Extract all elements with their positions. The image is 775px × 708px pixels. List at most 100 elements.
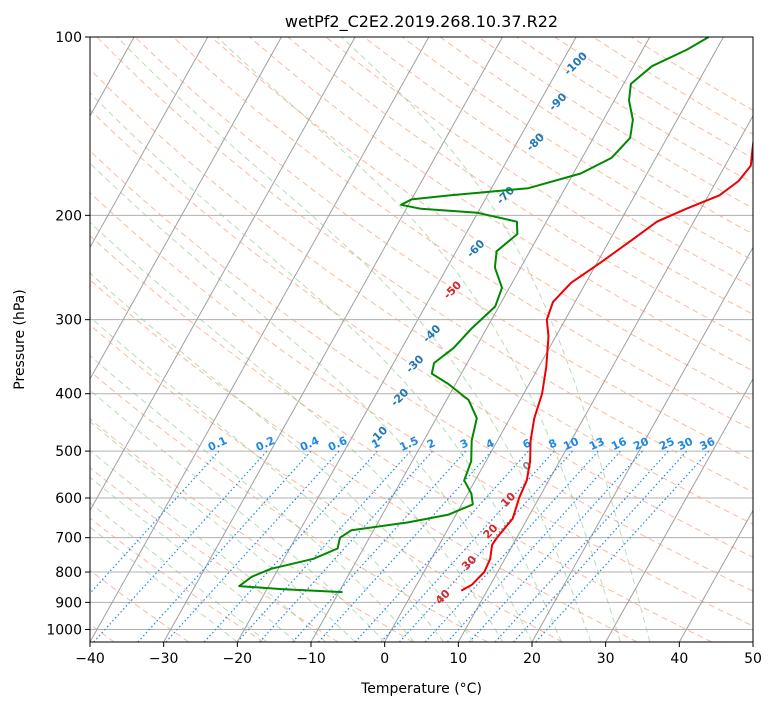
dry-adiabat-line bbox=[90, 192, 753, 627]
dry-adiabat-line bbox=[249, 37, 753, 372]
mixing-ratio-line bbox=[93, 450, 268, 642]
dry-adiabat-line bbox=[401, 37, 753, 261]
dry-adiabat-line bbox=[90, 467, 339, 642]
moist-adiabat-line bbox=[90, 162, 533, 642]
background-lines bbox=[0, 37, 753, 642]
moist-adiabat-line bbox=[90, 316, 444, 642]
mixing-ratio-label: 2 bbox=[425, 436, 437, 451]
moist-adiabat-label: 0 bbox=[520, 458, 535, 473]
mixing-ratio-line bbox=[203, 450, 378, 642]
dry-adiabat-line bbox=[90, 370, 488, 642]
x-tick-label: 0 bbox=[380, 651, 389, 667]
mixing-ratio-label: 8 bbox=[546, 436, 558, 451]
moist-adiabat-line bbox=[90, 476, 297, 642]
temperature-profile-line bbox=[460, 137, 753, 592]
y-tick-label: 400 bbox=[55, 387, 82, 403]
mixing-ratio-line bbox=[317, 450, 493, 642]
chart-title: wetPf2_C2E2.2019.268.10.37.R22 bbox=[285, 12, 558, 32]
dry-adiabat-line bbox=[172, 37, 753, 431]
y-tick-label: 1000 bbox=[46, 622, 82, 638]
plot-frame bbox=[89, 36, 754, 643]
isotherm-line bbox=[0, 37, 60, 642]
isotherm-line bbox=[457, 114, 753, 642]
x-tick-label: 20 bbox=[523, 651, 541, 667]
x-tick-label: −20 bbox=[223, 651, 253, 667]
isotherm-line bbox=[531, 246, 753, 642]
moist-adiabat-line bbox=[90, 526, 238, 642]
dry-adiabat-line bbox=[90, 517, 264, 642]
x-tick-label: 50 bbox=[744, 651, 762, 667]
dry-adiabat-line bbox=[287, 37, 753, 343]
moist-adiabat-line bbox=[90, 272, 474, 642]
mixing-ratio-line bbox=[90, 450, 220, 595]
mixing-ratio-line bbox=[292, 450, 467, 642]
mixing-ratio-line bbox=[468, 450, 644, 642]
isotherm-line bbox=[236, 37, 577, 642]
x-tick-label: 40 bbox=[670, 651, 688, 667]
dry-adiabat-line bbox=[90, 569, 190, 642]
dry-adiabat-line bbox=[90, 235, 712, 642]
mixing-ratio-label: 10 bbox=[561, 435, 581, 453]
y-tick-label: 700 bbox=[55, 531, 82, 547]
mixing-ratio-line bbox=[424, 450, 599, 642]
isotherm-line bbox=[90, 37, 356, 512]
mixing-ratio-label: 16 bbox=[609, 435, 629, 453]
moist-adiabat-line bbox=[90, 221, 503, 642]
isotherm-line bbox=[163, 37, 503, 642]
isotherm-line bbox=[90, 37, 282, 380]
dewpoint-profile-line bbox=[238, 37, 710, 594]
mixing-ratio-line bbox=[398, 450, 574, 642]
moist-adiabat-line bbox=[216, 37, 621, 642]
isotherm-line bbox=[384, 37, 724, 642]
moist-adiabat-line bbox=[90, 355, 415, 642]
moist-adiabat-line bbox=[90, 420, 356, 642]
moist-adiabat-line bbox=[116, 37, 592, 642]
dry-adiabat-line bbox=[90, 279, 638, 642]
background-labels: 0.1 0.2 0.4 0.6 1 1.5 2 3 4 6 8 10 13 16 20 25 30 36-100-… bbox=[206, 49, 717, 607]
isotherm-line bbox=[90, 37, 209, 249]
mixing-ratio-line bbox=[380, 450, 555, 642]
mixing-ratio-line bbox=[258, 450, 434, 642]
x-tick-label: 10 bbox=[449, 651, 467, 667]
x-tick-label: −10 bbox=[296, 651, 326, 667]
mixing-ratio-line bbox=[354, 450, 529, 642]
dry-adiabat-line bbox=[325, 37, 753, 315]
mixing-ratio-line bbox=[165, 450, 340, 642]
y-tick-label: 500 bbox=[55, 444, 82, 460]
dry-adiabat-line bbox=[211, 37, 753, 401]
isotherm-line bbox=[605, 377, 753, 642]
isotherm-label: -50 bbox=[441, 278, 464, 301]
dry-adiabat-line bbox=[90, 108, 753, 558]
y-axis-title: Pressure (hPa) bbox=[12, 289, 28, 389]
dry-adiabat-line bbox=[96, 37, 753, 493]
x-tick-label: −30 bbox=[149, 651, 179, 667]
y-tick-label: 100 bbox=[55, 30, 82, 46]
moist-adiabat-label: 20 bbox=[481, 521, 501, 541]
isotherm-label: -70 bbox=[494, 184, 517, 207]
y-tick-label: 900 bbox=[55, 595, 82, 611]
y-axis: 100 200 300 400 500 600 700 800 900 1000 bbox=[46, 30, 90, 638]
dry-adiabat-line bbox=[516, 37, 753, 184]
dry-adiabat-line bbox=[90, 324, 563, 642]
moist-adiabat-line bbox=[90, 92, 562, 642]
mixing-ratio-label: 30 bbox=[676, 435, 696, 453]
isotherm-line bbox=[678, 509, 753, 642]
mixing-ratio-label: 36 bbox=[698, 435, 718, 453]
mixing-ratio-label: 3 bbox=[458, 436, 470, 451]
isotherm-line bbox=[310, 37, 651, 642]
isotherm-label: -100 bbox=[561, 49, 590, 78]
y-tick-label: 800 bbox=[55, 565, 82, 581]
mixing-ratio-label: 4 bbox=[484, 436, 497, 451]
mixing-ratio-line bbox=[137, 450, 312, 642]
dry-adiabat-line bbox=[90, 418, 414, 642]
mixing-ratio-label: 20 bbox=[631, 435, 651, 453]
isotherm-line bbox=[90, 37, 430, 642]
y-tick-label: 600 bbox=[55, 491, 82, 507]
dry-adiabat-line bbox=[134, 37, 753, 462]
mixing-ratio-label: 25 bbox=[657, 435, 676, 453]
isotherm-label: -30 bbox=[403, 352, 426, 375]
mixing-ratio-line bbox=[513, 450, 688, 642]
isotherm-label: -20 bbox=[388, 386, 411, 409]
dry-adiabat-line bbox=[90, 68, 753, 525]
